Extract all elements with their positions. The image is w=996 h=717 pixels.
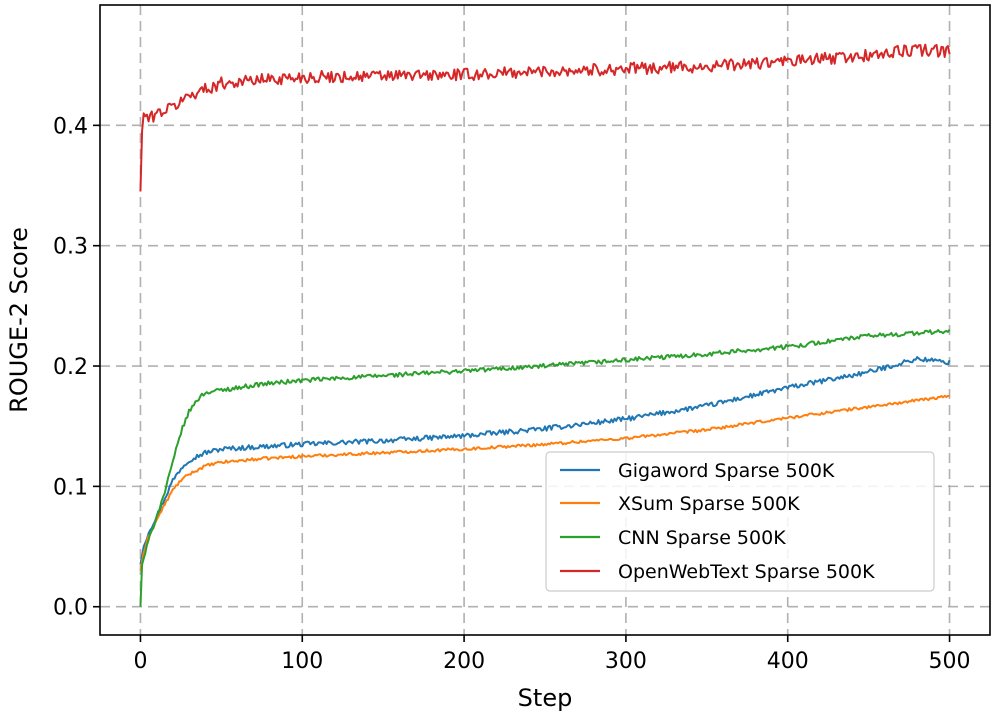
x-tick-label-0: 0 bbox=[133, 649, 147, 674]
x-tick-label-4: 400 bbox=[767, 649, 809, 674]
y-tick-label-2: 0.2 bbox=[53, 355, 88, 380]
x-axis-title: Step bbox=[518, 684, 573, 712]
x-tick-label-2: 200 bbox=[443, 649, 485, 674]
legend-entry-cnn: CNN Sparse 500K bbox=[560, 527, 786, 549]
legend-label-cnn: CNN Sparse 500K bbox=[618, 527, 786, 549]
y-tick-label-1: 0.1 bbox=[53, 475, 88, 500]
x-tick-label-1: 100 bbox=[281, 649, 323, 674]
x-tick-label-5: 500 bbox=[929, 649, 971, 674]
legend-entry-gigaword: Gigaword Sparse 500K bbox=[560, 460, 835, 482]
legend-label-gigaword: Gigaword Sparse 500K bbox=[618, 460, 835, 482]
x-tick-label-3: 300 bbox=[605, 649, 647, 674]
legend-entry-xsum: XSum Sparse 500K bbox=[560, 493, 800, 515]
y-tick-label-3: 0.3 bbox=[53, 235, 88, 260]
series-line-openwebtext bbox=[139, 43, 951, 192]
series-layer bbox=[139, 43, 951, 607]
legend-box bbox=[545, 451, 935, 592]
series-line-cnn bbox=[139, 328, 951, 607]
tick-layer: 0 100 200 300 400 500 0.0 0.1 0.2 0.3 0.4 bbox=[53, 114, 971, 674]
series-line-gigaword bbox=[139, 356, 951, 565]
legend-label-openwebtext: OpenWebText Sparse 500K bbox=[618, 561, 875, 583]
legend-entry-openwebtext: OpenWebText Sparse 500K bbox=[560, 561, 875, 583]
y-tick-label-4: 0.4 bbox=[53, 114, 88, 139]
y-axis-title: ROUGE-2 Score bbox=[5, 227, 33, 413]
plot-area-frame bbox=[99, 4, 991, 636]
series-line-xsum bbox=[139, 394, 950, 571]
legend-label-xsum: XSum Sparse 500K bbox=[618, 493, 800, 515]
y-tick-label-0: 0.0 bbox=[53, 596, 88, 621]
legend: Gigaword Sparse 500K XSum Sparse 500K CN… bbox=[545, 451, 935, 592]
